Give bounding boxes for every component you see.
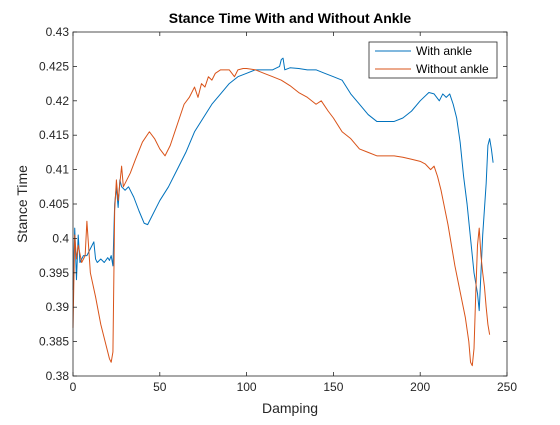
x-tick-label: 100 <box>237 380 257 394</box>
legend-box <box>368 41 498 79</box>
chart-title: Stance Time With and Without Ankle <box>169 10 412 26</box>
y-tick-label: 0.41 <box>46 163 70 177</box>
legend-label-with-ankle: With ankle <box>416 44 472 58</box>
ticks-layer: 0 50 100 150 200 250 0.38 0.385 0.39 0.395 0.4 0.40… <box>39 25 517 394</box>
y-tick-label: 0.405 <box>39 197 69 211</box>
series-layer <box>72 57 494 367</box>
y-tick-label: 0.38 <box>46 369 70 383</box>
y-tick-label: 0.39 <box>46 300 70 314</box>
y-tick-label: 0.395 <box>39 266 69 280</box>
y-tick-label: 0.415 <box>39 128 69 142</box>
series-line-with-ankle <box>72 57 494 312</box>
y-axis-label: Stance Time <box>14 165 30 243</box>
legend: With ankle Without ankle <box>368 41 498 79</box>
x-axis-label: Damping <box>262 400 318 416</box>
y-tick-label: 0.43 <box>46 25 70 39</box>
x-tick-label: 250 <box>497 380 517 394</box>
y-tick-label: 0.42 <box>46 94 70 108</box>
legend-label-without-ankle: Without ankle <box>416 62 489 76</box>
x-tick-label: 200 <box>410 380 430 394</box>
x-tick-label: 150 <box>323 380 343 394</box>
y-tick-label: 0.4 <box>52 231 69 245</box>
x-tick-label: 0 <box>70 380 77 394</box>
x-tick-label: 50 <box>153 380 167 394</box>
series-line-without-ankle <box>72 67 491 367</box>
y-tick-label: 0.425 <box>39 59 69 73</box>
y-tick-label: 0.385 <box>39 335 69 349</box>
plot-area <box>73 32 507 376</box>
